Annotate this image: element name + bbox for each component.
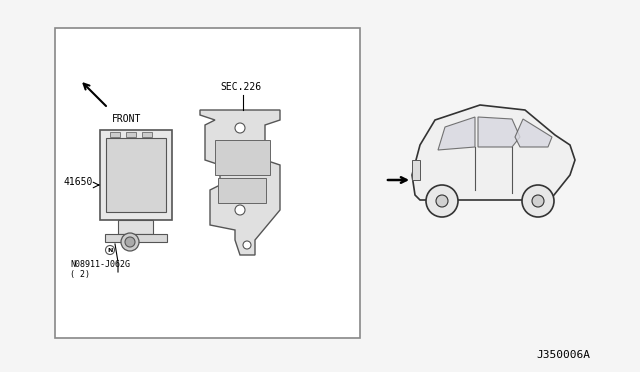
Circle shape	[235, 205, 245, 215]
Bar	[106, 138, 166, 212]
Text: N08911-J062G
( 2): N08911-J062G ( 2)	[70, 260, 130, 279]
Bar	[215, 140, 270, 175]
Bar	[110, 132, 120, 137]
Circle shape	[426, 185, 458, 217]
Text: FRONT: FRONT	[112, 114, 141, 124]
Text: 41650: 41650	[63, 177, 92, 187]
Bar	[142, 132, 152, 137]
Polygon shape	[200, 110, 280, 255]
Circle shape	[522, 185, 554, 217]
Polygon shape	[438, 117, 475, 150]
Circle shape	[532, 195, 544, 207]
Circle shape	[235, 123, 245, 133]
Bar	[105, 234, 167, 242]
Polygon shape	[515, 119, 552, 147]
Circle shape	[121, 233, 139, 251]
Bar	[100, 130, 172, 220]
Bar	[126, 132, 136, 137]
Circle shape	[436, 195, 448, 207]
Bar	[55, 28, 360, 338]
Polygon shape	[412, 105, 575, 200]
Text: N: N	[108, 247, 113, 253]
Polygon shape	[478, 117, 520, 147]
Circle shape	[125, 237, 135, 247]
Text: J350006A: J350006A	[536, 350, 590, 360]
Bar	[118, 220, 153, 234]
Bar	[412, 160, 420, 180]
Circle shape	[243, 241, 251, 249]
Text: SEC.226: SEC.226	[220, 82, 261, 92]
Bar	[218, 178, 266, 203]
Circle shape	[106, 246, 115, 254]
